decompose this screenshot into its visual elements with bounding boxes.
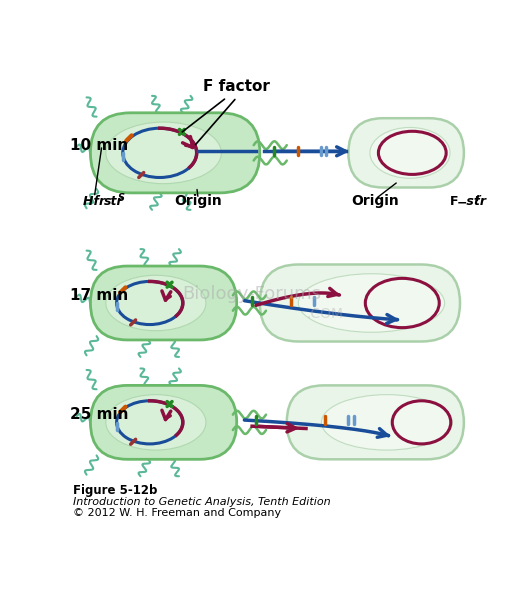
Text: 17 min: 17 min	[70, 288, 129, 303]
Text: Origin: Origin	[352, 194, 399, 208]
FancyBboxPatch shape	[287, 385, 464, 460]
Text: 10 min: 10 min	[70, 137, 129, 152]
Text: r: r	[476, 193, 481, 203]
Ellipse shape	[106, 275, 206, 331]
Text: F factor: F factor	[203, 79, 270, 94]
Text: Figure 5-12b: Figure 5-12b	[73, 484, 158, 497]
Ellipse shape	[322, 395, 452, 450]
Ellipse shape	[106, 122, 221, 184]
Text: F: F	[450, 195, 458, 208]
Ellipse shape	[370, 127, 450, 178]
Ellipse shape	[106, 395, 206, 450]
Text: 25 min: 25 min	[70, 407, 129, 422]
Text: str: str	[103, 195, 123, 208]
Text: Biology-Forums: Biology-Forums	[183, 285, 322, 303]
FancyBboxPatch shape	[90, 113, 260, 193]
Text: © 2012 W. H. Freeman and Company: © 2012 W. H. Freeman and Company	[73, 508, 281, 518]
Ellipse shape	[298, 274, 445, 332]
Text: Introduction to Genetic Analysis, Tenth Edition: Introduction to Genetic Analysis, Tenth …	[73, 497, 331, 507]
FancyBboxPatch shape	[260, 265, 460, 341]
Text: .COM: .COM	[306, 307, 343, 322]
Text: str: str	[463, 195, 486, 208]
FancyBboxPatch shape	[90, 266, 237, 340]
FancyBboxPatch shape	[348, 118, 464, 187]
FancyBboxPatch shape	[90, 385, 237, 460]
Text: Hfr: Hfr	[83, 195, 109, 208]
Text: S: S	[118, 193, 125, 203]
Text: −: −	[457, 196, 467, 209]
Text: Origin: Origin	[174, 194, 222, 208]
